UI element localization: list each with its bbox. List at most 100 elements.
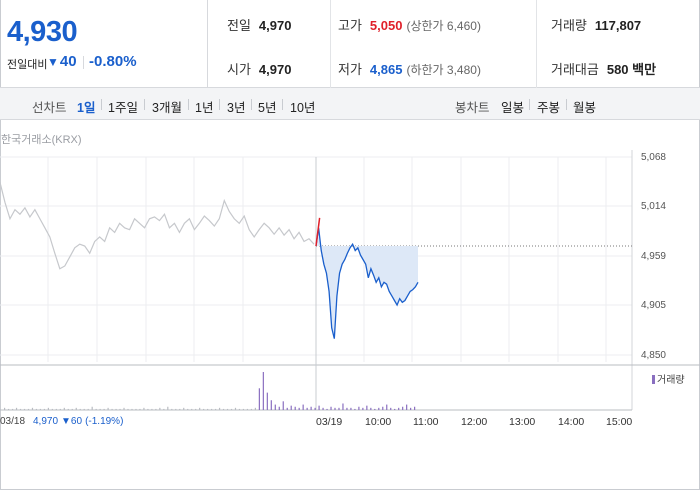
volume-bar — [207, 408, 209, 410]
today-price-line — [315, 227, 419, 339]
divider — [566, 99, 567, 110]
volume-bar — [302, 404, 304, 410]
volume-bar — [382, 406, 384, 410]
divider — [251, 99, 252, 110]
volume-bar — [274, 404, 276, 410]
volume-bar — [306, 407, 308, 410]
volume-bar — [115, 408, 117, 410]
volume-bar — [27, 408, 30, 410]
volume-bar — [191, 408, 193, 410]
candle-monthly[interactable]: 월봉 — [573, 101, 597, 115]
current-price: 4,930 — [7, 16, 78, 48]
candle-chart-label: 봉차트 — [455, 101, 490, 115]
volume-bar — [123, 407, 125, 410]
volume-bar — [238, 408, 241, 410]
low-field: 저가 4,865 (하한가 3,480) — [338, 62, 481, 77]
candle-weekly[interactable]: 주봉 — [537, 101, 561, 115]
volume-bar — [250, 408, 253, 410]
y-tick-label: 4,850 — [641, 350, 666, 361]
time-tick-1300: 13:00 — [509, 416, 536, 428]
time-tick-1200: 12:00 — [461, 416, 488, 428]
volume-bar — [386, 404, 388, 410]
volume-bar — [354, 408, 356, 410]
volume-bar — [278, 406, 280, 410]
volume-bar — [203, 408, 205, 410]
volume-bar — [362, 407, 364, 410]
volume-bar — [366, 405, 368, 410]
change-label: 전일대비 — [7, 59, 48, 71]
volume-bar — [55, 408, 57, 410]
period-1d[interactable]: 1일 — [77, 101, 96, 115]
period-10y[interactable]: 10년 — [290, 101, 316, 115]
volume-bar — [63, 407, 65, 410]
volume-bar — [374, 408, 376, 410]
volume-bar — [167, 406, 169, 410]
down-triangle-icon: ▼ — [47, 55, 59, 69]
volume-bar — [390, 407, 392, 410]
divider — [529, 99, 530, 110]
volume-bar — [183, 407, 185, 410]
line-chart-label: 선차트 — [32, 101, 67, 115]
period-1w[interactable]: 1주일 — [108, 101, 138, 115]
time-tick-1400: 14:00 — [558, 416, 585, 428]
volume-bar — [199, 407, 201, 410]
volume-bar — [262, 372, 264, 410]
volume-bar — [187, 408, 189, 410]
volume-bar — [254, 407, 256, 410]
high-field: 고가 5,050 (상한가 6,460) — [338, 18, 481, 33]
volume-bar — [242, 408, 245, 410]
volume-bar — [290, 405, 292, 410]
prev-day-change-pct: (-1.19%) — [85, 416, 124, 427]
y-tick-label: 4,959 — [641, 251, 666, 262]
price-summary: 4,930 전일대비 ▼40 -0.80% — [0, 0, 208, 88]
volume-bar — [350, 407, 352, 410]
divider — [188, 99, 189, 110]
period-3m[interactable]: 3개월 — [152, 101, 182, 115]
volume-bar — [131, 408, 133, 410]
open-field: 시가 4,970 — [227, 62, 292, 77]
volume-bar — [23, 408, 26, 410]
prev-day-date: 03/18 — [0, 416, 26, 427]
period-bar: 선차트 1일 1주일 3개월 1년 3년 5년 10년 봉차트 일봉 주봉 월봉 — [0, 88, 700, 120]
volume-bar — [35, 408, 38, 410]
volume-bar — [119, 408, 121, 410]
volume-bar — [135, 408, 137, 410]
exchange-label: 한국거래소(KRX) — [1, 134, 82, 146]
volume-bar — [414, 406, 416, 410]
period-1y[interactable]: 1년 — [195, 101, 214, 115]
volume-bar — [151, 408, 153, 410]
volume-bar — [310, 406, 312, 410]
price-chart[interactable]: 5,068 5,014 4,959 4,905 4,850 — [0, 120, 700, 416]
divider — [282, 99, 283, 110]
volume-bar — [103, 408, 105, 410]
volume-bar — [314, 407, 316, 410]
period-5y[interactable]: 5년 — [258, 101, 277, 115]
volume-bar — [346, 407, 348, 410]
volume-bar — [67, 408, 69, 410]
volume-bar — [406, 404, 408, 410]
volume-bar — [179, 408, 181, 410]
volume-bar — [398, 407, 400, 410]
volume-bar — [99, 408, 101, 410]
volume-bar — [19, 408, 22, 410]
prev-day-summary: 4,970 ▼60 (-1.19%) — [33, 416, 126, 427]
time-tick-1100: 11:00 — [413, 416, 439, 428]
divider — [144, 99, 145, 110]
volume-bar — [79, 408, 81, 410]
quote-header: 4,930 전일대비 ▼40 -0.80% 전일 4,970 고가 5,050 (상한… — [0, 0, 700, 88]
volume-bar — [139, 408, 141, 410]
candle-daily[interactable]: 일봉 — [501, 101, 525, 115]
prev-day-close: 4,970 — [33, 416, 59, 427]
volume-bar — [298, 407, 300, 410]
volume-bar — [11, 408, 14, 410]
volume-bar — [4, 407, 6, 410]
volume-bar — [171, 408, 173, 410]
period-3y[interactable]: 3년 — [227, 101, 246, 115]
today-date-tick: 03/19 — [316, 416, 343, 428]
time-tick-1000: 10:00 — [365, 416, 392, 428]
volume-bar — [334, 407, 336, 410]
divider — [83, 56, 84, 69]
time-tick-1500: 15:00 — [606, 416, 633, 428]
y-tick-label: 5,014 — [641, 201, 666, 212]
divider — [219, 99, 220, 110]
